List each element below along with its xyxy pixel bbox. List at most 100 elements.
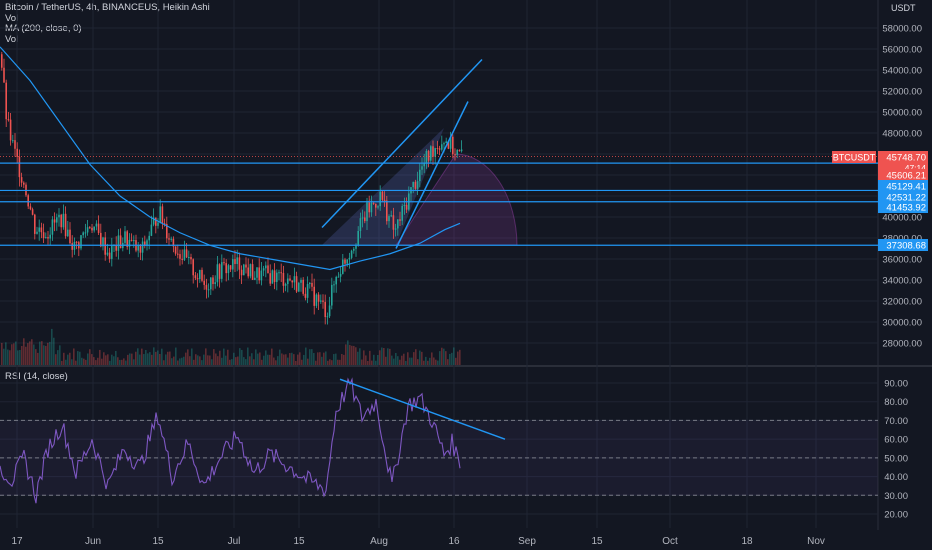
candle-body (133, 240, 135, 242)
volume-bar (253, 359, 255, 365)
candle-body (361, 217, 364, 219)
candle-body (205, 284, 208, 290)
candle-body (161, 206, 164, 224)
volume-bar (225, 355, 227, 365)
candle-body (137, 244, 139, 251)
volume-bar (407, 352, 409, 365)
volume-bar (65, 359, 67, 365)
volume-bar (73, 348, 75, 365)
volume-bar (95, 360, 97, 365)
volume-bar (313, 353, 315, 365)
candle-body (141, 241, 144, 253)
volume-bar (199, 356, 201, 365)
volume-bar (27, 343, 29, 365)
volume-bar (383, 347, 385, 365)
volume-bar (237, 356, 239, 365)
volume-bar (335, 353, 337, 365)
currency-badge[interactable]: USDT (888, 3, 919, 13)
volume-bar (181, 357, 183, 365)
volume-bar (67, 354, 69, 365)
volume-bar (409, 357, 411, 365)
volume-bar (135, 351, 137, 365)
volume-bar (359, 348, 361, 365)
candle-body (210, 277, 212, 290)
volume-bar (103, 352, 105, 365)
volume-bar (37, 352, 39, 365)
candle-body (212, 277, 214, 285)
candle-body (232, 259, 234, 270)
time-tick-label: Aug (370, 536, 388, 547)
candle-body (348, 257, 351, 260)
price-badge-bg (878, 169, 928, 181)
candle-body (111, 245, 113, 259)
candle-body (245, 264, 247, 268)
volume-bar (379, 350, 381, 365)
volume-bar (311, 349, 313, 365)
volume-bar (83, 358, 85, 365)
candle-body (71, 243, 73, 250)
volume-bar (191, 348, 193, 365)
fib-arc-shape (395, 153, 518, 246)
volume-bar (113, 356, 115, 365)
volume-bar (357, 351, 359, 365)
candle-body (357, 230, 359, 245)
candle-body (313, 286, 315, 306)
volume-bar (301, 359, 303, 365)
volume-bar (405, 360, 407, 365)
volume-bar (333, 354, 335, 365)
volume-bar (303, 354, 305, 365)
volume-bar (75, 360, 77, 365)
volume-bar (17, 350, 19, 365)
candle-body (295, 276, 298, 292)
volume-bar (307, 358, 309, 365)
time-tick-label: Jul (228, 536, 241, 547)
volume-bar (125, 360, 127, 365)
candle-body (177, 253, 179, 255)
candle-body (115, 244, 117, 251)
candle-body (416, 181, 419, 189)
price-tick-label: 50000.00 (882, 108, 922, 119)
candle-body (106, 252, 109, 255)
candle-body (29, 206, 32, 210)
rsi-legend[interactable]: RSI (14, close) (5, 371, 68, 382)
volume-bar (127, 354, 129, 365)
time-axis[interactable]: 17 Jun 15 Jul 15 Aug 16 Sep 15 Oct 18 Nov (11, 536, 824, 547)
candle-body (49, 234, 51, 239)
candle-body (298, 282, 300, 292)
volume-bar (231, 359, 233, 365)
candle-body (124, 231, 126, 243)
vol-indicator-label[interactable]: Vol (5, 12, 19, 24)
price-badge-bg (878, 201, 928, 213)
volume-bar (163, 360, 165, 365)
volume-bar (391, 355, 393, 365)
rsi-axis[interactable]: 20.00 30.00 40.00 50.00 60.00 70.00 80.00 90.00 (884, 379, 908, 521)
candle-body (38, 227, 40, 232)
volume-bar (79, 351, 81, 365)
horizontal-lines[interactable] (0, 156, 878, 246)
trendlines[interactable] (321, 58, 506, 440)
volume-bar (159, 353, 161, 365)
vol2-indicator-label[interactable]: Vol (5, 33, 19, 45)
price-tick-label: 34000.00 (882, 276, 922, 287)
volume-bar (5, 342, 7, 365)
volume-bar (349, 344, 351, 365)
volume-bar (153, 347, 155, 365)
price-badges: 45748.70 BTCUSDT 47:1445606.2145129.414253… (832, 151, 928, 252)
volume-bar (107, 354, 109, 365)
candle-body (139, 244, 142, 253)
volume-bar (147, 353, 149, 365)
volume-bar (167, 351, 169, 365)
candle-body (280, 272, 282, 274)
candle-body (240, 269, 243, 276)
candle-body (67, 229, 69, 237)
volume-bar (45, 345, 47, 365)
candle-body (223, 262, 225, 264)
candle-body (456, 150, 458, 155)
volume-bar (49, 341, 51, 365)
volume-bar (155, 351, 157, 365)
volume-bar (69, 352, 71, 365)
candle-body (12, 140, 14, 142)
candle-body (119, 235, 122, 249)
volume-bar (451, 352, 453, 365)
